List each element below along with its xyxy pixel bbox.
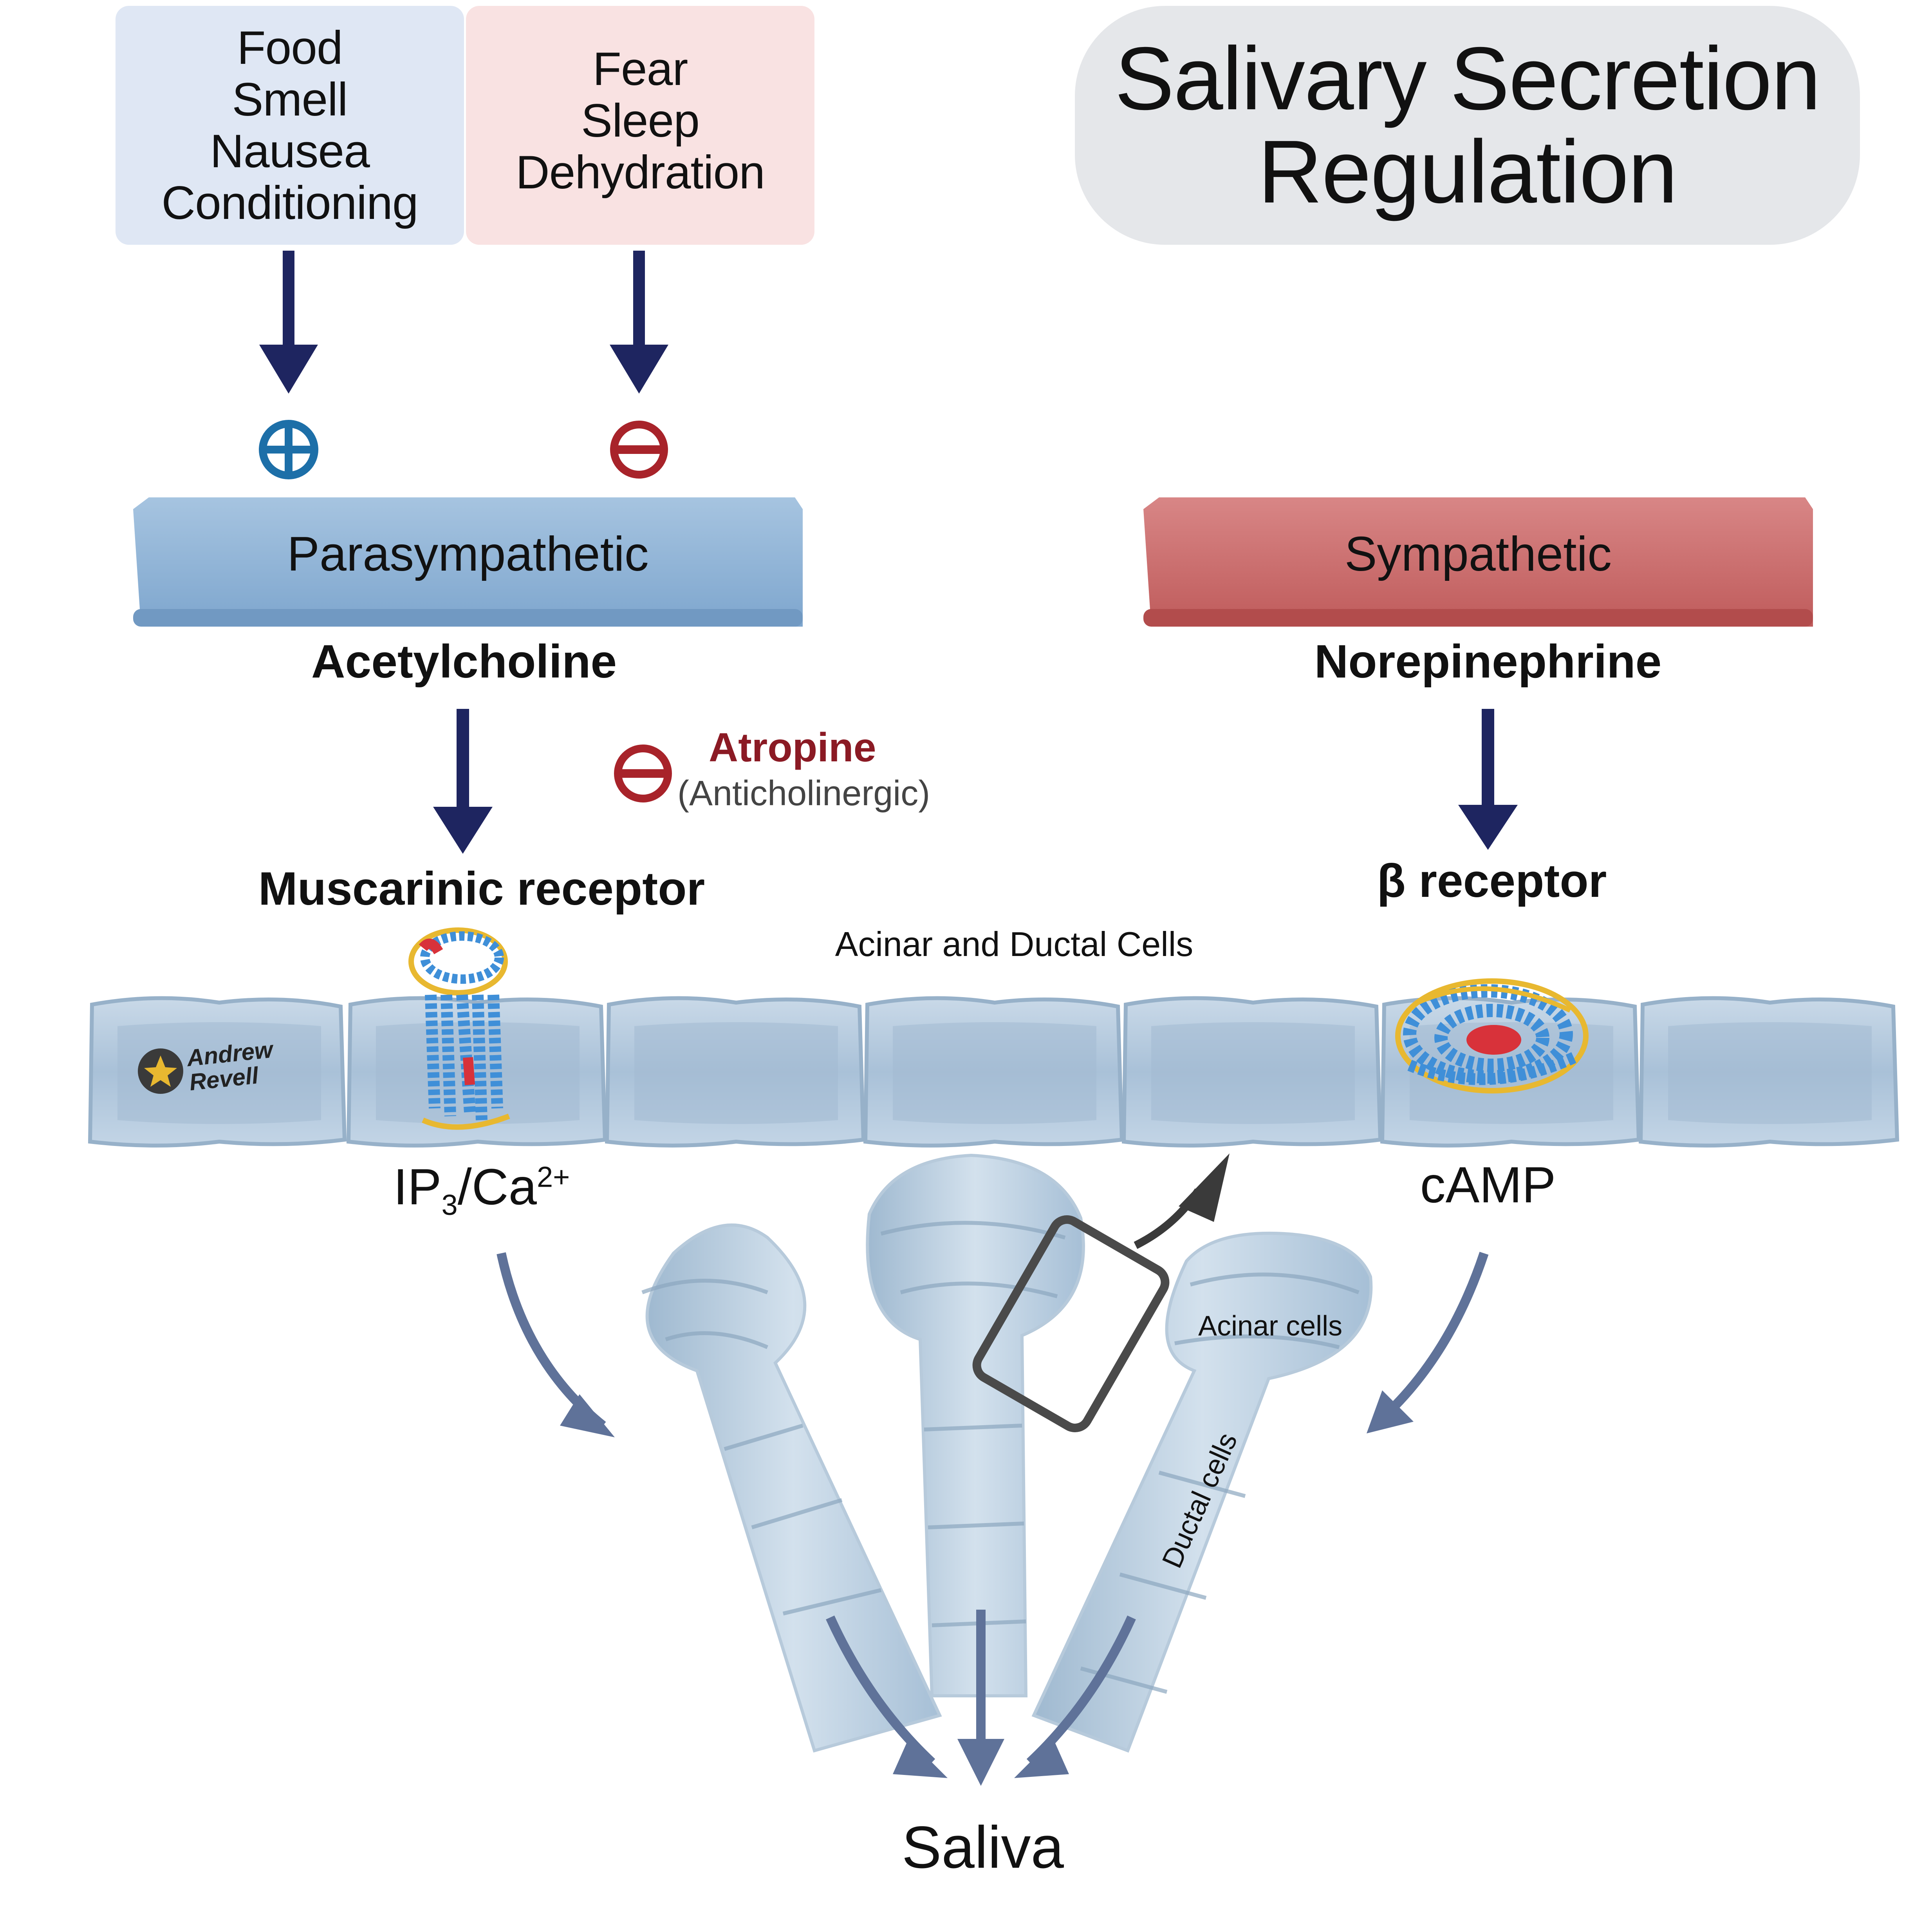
inhibitor-item: Fear [592,43,688,95]
ip3-ca-label: IP3/Ca2+ [393,1158,570,1221]
camp-flow-arrow [1367,1252,1489,1433]
zoom-curved-arrow [1134,1153,1230,1249]
saliva-flow-arrow-right [1014,1616,1136,1778]
sympathetic-label: Sympathetic [1344,527,1612,581]
stimulator-item: Nausea [210,125,370,177]
atropine-minus-icon [614,745,672,802]
atropine-label: Atropine [709,725,876,770]
beta-receptor-protein-icon [1395,978,1589,1093]
norepinephrine-label: Norepinephrine [1314,635,1662,688]
sympathetic-bar-shape [1143,497,1813,627]
ip3-flow-arrow [497,1252,615,1437]
andrew-revell-logo-icon [138,1048,183,1094]
page-title-line1: Salivary Secretion [1114,29,1821,128]
gland-left [641,1223,942,1753]
inhibitor-item: Dehydration [515,146,765,199]
acetylcholine-arrow [433,709,493,854]
sympathetic-bar: Sympathetic [1143,497,1813,611]
plus-sign-icon [259,420,318,479]
stimulator-item: Conditioning [161,177,418,229]
membrane-label: Acinar and Ductal Cells [835,925,1194,963]
saliva-flow-arrow-left [826,1616,948,1778]
parasympathetic-bar: Parasympathetic [133,497,803,611]
anticholinergic-note: (Anticholinergic) [677,774,930,813]
camp-label: cAMP [1420,1156,1556,1213]
acinar-cells-label: Acinar cells [1198,1310,1343,1342]
stimulator-item: Food [237,22,343,74]
membrane-cell [605,996,866,1148]
inhibitor-box: Fear Sleep Dehydration [466,6,814,245]
inhibition-arrow [610,251,668,394]
acetylcholine-label: Acetylcholine [311,635,617,688]
parasympathetic-bar-shape [133,497,803,627]
membrane-cell [88,996,347,1148]
inhibitor-item: Sleep [581,94,700,147]
muscarinic-receptor-label: Muscarinic receptor [258,862,705,915]
title-pill: Salivary Secretion Regulation [1075,6,1860,245]
membrane-cell [1121,996,1383,1148]
minus-sign-icon [610,421,668,479]
norepinephrine-arrow [1458,709,1518,850]
beta-receptor-label: β receptor [1377,855,1607,907]
muscarinic-receptor-protein-icon [408,927,510,1130]
parasympathetic-label: Parasympathetic [287,527,649,581]
stimulator-box: Food Smell Nausea Conditioning [116,6,464,245]
stimulator-item: Smell [232,73,348,126]
watermark: Andrew Revell [186,1036,276,1095]
membrane-cell [1638,996,1899,1148]
stimulus-arrow [259,251,318,394]
cell-membrane [88,996,1899,1148]
page-title-line2: Regulation [1258,122,1677,222]
zoom-box [972,1215,1170,1433]
saliva-label: Saliva [902,1814,1064,1881]
saliva-flow-arrow-center [957,1610,1004,1786]
gland-right [1031,1231,1373,1753]
membrane-cell [863,996,1124,1148]
